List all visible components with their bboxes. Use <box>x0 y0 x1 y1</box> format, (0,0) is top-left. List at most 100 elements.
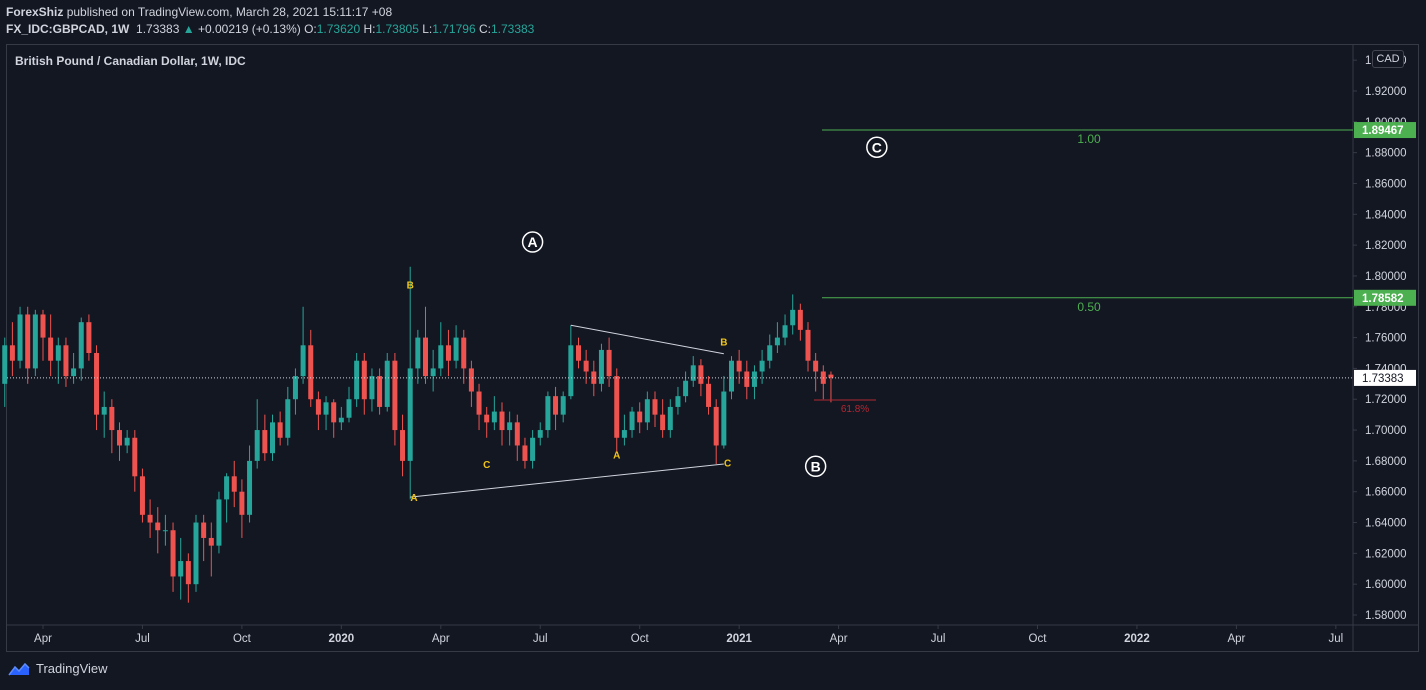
x-tick-label: Oct <box>233 633 252 645</box>
footer <box>0 656 1426 690</box>
candle-body <box>239 491 245 515</box>
change-arrow-icon: ▲ <box>182 22 195 36</box>
candle-body <box>537 430 543 438</box>
candle-body <box>423 337 428 377</box>
candle-body <box>132 437 138 477</box>
candle-body <box>139 476 145 515</box>
tradingview-logo[interactable]: TradingView <box>8 661 108 676</box>
candle-body <box>277 422 283 438</box>
candle-body <box>300 345 306 377</box>
candle-body <box>117 430 122 446</box>
major-wave-label: C <box>872 139 882 155</box>
symbol-label: FX_IDC:GBPCAD, 1W <box>6 22 130 36</box>
x-tick-label: Jul <box>931 633 946 645</box>
minor-wave-label: B <box>407 280 414 291</box>
candle-body <box>522 445 528 461</box>
candle-body <box>193 522 199 585</box>
candle-body <box>208 537 214 546</box>
symbol-ohlc-line: FX_IDC:GBPCAD, 1W 1.73383 ▲ +0.00219 (+0… <box>6 22 534 36</box>
minor-wave-label: C <box>724 458 731 469</box>
wave-circle <box>866 136 888 159</box>
candle-body <box>147 514 153 523</box>
x-tick-label: Jul <box>533 633 548 645</box>
fib-price-tag <box>1354 289 1416 306</box>
y-tick-label: 1.82000 <box>1365 240 1407 252</box>
candle-body <box>545 396 551 431</box>
candle-body <box>178 561 184 577</box>
candle-body <box>384 360 390 407</box>
candle-body <box>346 399 352 418</box>
candle-body <box>331 402 337 423</box>
fib-price-tag-label: 1.89467 <box>1362 125 1404 137</box>
minor-wave-label: C <box>483 460 490 471</box>
candle-body <box>491 411 497 423</box>
candle-body <box>729 360 734 392</box>
candle-body <box>445 345 451 361</box>
candle-body <box>155 522 161 531</box>
candle-body <box>713 406 719 446</box>
candle-body <box>25 314 31 369</box>
candle-body <box>576 345 581 361</box>
candle-body <box>560 396 566 415</box>
candle-body <box>315 399 321 415</box>
candle-body <box>369 376 375 400</box>
candle-body <box>675 396 681 407</box>
candle-body <box>377 376 383 407</box>
y-tick-label: 1.60000 <box>1365 579 1407 591</box>
candle-body <box>805 329 811 361</box>
x-tick-label: 2020 <box>329 633 355 645</box>
candle-body <box>338 417 344 423</box>
close-value: 1.73383 <box>490 22 535 36</box>
candle-body <box>476 391 482 415</box>
candle-body <box>530 437 536 461</box>
candle-body <box>285 399 291 438</box>
minor-wave-label: B <box>720 337 727 348</box>
y-tick-label: 1.88000 <box>1365 148 1407 160</box>
major-wave-label: B <box>811 458 821 474</box>
candle-body <box>55 345 61 361</box>
candle-body <box>568 345 574 397</box>
candle-body <box>598 349 604 384</box>
candle-body <box>292 376 298 400</box>
candle-body <box>109 406 115 431</box>
y-tick-label: 1.62000 <box>1365 548 1407 560</box>
candle-body <box>216 499 222 546</box>
candle-body <box>644 399 650 423</box>
candle-body <box>254 430 260 461</box>
x-tick-label: Oct <box>1029 633 1048 645</box>
tradingview-cloud-icon <box>8 662 30 675</box>
candle-body <box>606 349 612 377</box>
y-tick-label: 1.84000 <box>1365 209 1407 221</box>
candle-body <box>468 368 474 392</box>
candle-body <box>400 430 406 461</box>
currency-badge[interactable]: CAD <box>1372 50 1404 68</box>
candle-body <box>767 345 773 361</box>
candle-body <box>48 337 54 361</box>
candle-body <box>361 360 367 400</box>
y-tick-label: 1.66000 <box>1365 487 1407 499</box>
last-price: 1.73383 <box>136 22 180 36</box>
candle-body <box>499 411 505 431</box>
candlestick-chart[interactable]: British Pound / Canadian Dollar, 1W, IDC… <box>0 0 1426 660</box>
candle-body <box>759 360 765 372</box>
candle-body <box>453 337 459 361</box>
change-value: +0.00219 (+0.13%) <box>197 22 301 36</box>
candle-body <box>782 325 788 338</box>
x-tick-label: Jul <box>135 633 150 645</box>
candle-body <box>736 360 742 372</box>
candle-body <box>124 437 130 446</box>
candle-body <box>162 530 168 532</box>
candle-body <box>690 365 696 381</box>
x-tick-label: 2021 <box>726 633 752 645</box>
low-value: 1.71796 <box>432 22 476 36</box>
open-label: O: <box>304 22 317 36</box>
author-name[interactable]: ForexShiz <box>6 5 64 19</box>
candle-body <box>461 337 467 369</box>
candle-body <box>407 368 413 461</box>
x-tick-label: Oct <box>631 633 650 645</box>
candle-body <box>185 561 191 585</box>
candle-body <box>629 411 635 431</box>
publish-header: ForexShiz published on TradingView.com, … <box>0 0 1426 40</box>
candle-body <box>813 360 819 372</box>
candle-body <box>790 309 796 326</box>
